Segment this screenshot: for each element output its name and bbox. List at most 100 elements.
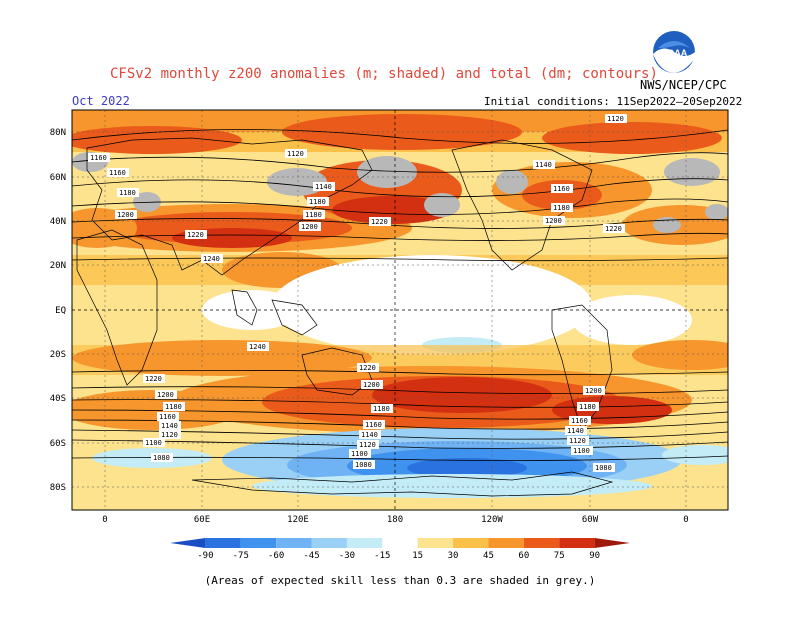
contour-label: 1180 — [307, 197, 329, 206]
contour-label: 1160 — [88, 153, 110, 162]
contour-label: 1220 — [143, 374, 165, 383]
colorbar-swatch — [311, 538, 347, 548]
colorbar-tick-label: -30 — [339, 551, 355, 561]
contour-label: 1200 — [361, 380, 383, 389]
svg-text:1100: 1100 — [573, 447, 590, 455]
svg-text:1200: 1200 — [363, 381, 380, 389]
svg-text:1220: 1220 — [371, 218, 388, 226]
longitude-label: 180 — [387, 515, 403, 525]
colorbar-tick-label: 15 — [412, 551, 423, 561]
contour-label: 1200 — [583, 386, 605, 395]
latitude-label: 40S — [50, 394, 66, 404]
contour-label: 1120 — [357, 440, 379, 449]
svg-text:1200: 1200 — [545, 217, 562, 225]
colorbar-swatch — [559, 538, 595, 548]
colorbar: -90 -75 -60 -45 -30 -15 15 30 45 60 75 90 — [170, 538, 630, 561]
svg-text:1100: 1100 — [145, 439, 162, 447]
contour-label: 1120 — [159, 430, 181, 439]
colorbar-tick-label: -60 — [268, 551, 284, 561]
colorbar-swatch — [346, 538, 383, 548]
svg-text:1220: 1220 — [187, 231, 204, 239]
svg-text:1140: 1140 — [315, 183, 332, 191]
svg-text:1180: 1180 — [373, 405, 390, 413]
colorbar-tick-label: 30 — [448, 551, 459, 561]
latitude-label: 20N — [50, 261, 66, 271]
svg-text:1140: 1140 — [361, 431, 378, 439]
svg-text:1160: 1160 — [159, 413, 176, 421]
svg-text:1180: 1180 — [579, 403, 596, 411]
contour-label: 1080 — [151, 453, 173, 462]
contour-label: 1180 — [163, 402, 185, 411]
contour-label: 1140 — [533, 160, 555, 169]
contour-label: 1240 — [201, 254, 223, 263]
svg-text:1200: 1200 — [301, 223, 318, 231]
contour-label: 1100 — [571, 446, 593, 455]
svg-text:1220: 1220 — [359, 364, 376, 372]
contour-label: 1140 — [313, 182, 335, 191]
latitude-label: 20S — [50, 350, 66, 360]
colorbar-tick-label: 90 — [589, 551, 600, 561]
svg-text:1080: 1080 — [153, 454, 170, 462]
contour-label: 1120 — [567, 436, 589, 445]
contour-label: 1160 — [363, 420, 385, 429]
colorbar-swatch — [205, 538, 241, 548]
longitude-axis: 0 60E 120E 180 120W 60W 0 — [102, 515, 688, 525]
colorbar-tick-label: 45 — [483, 551, 494, 561]
longitude-label: 0 — [102, 515, 107, 525]
svg-text:1180: 1180 — [305, 211, 322, 219]
contour-label: 1180 — [303, 210, 325, 219]
svg-text:1120: 1120 — [359, 441, 376, 449]
colorbar-swatch — [417, 538, 454, 548]
svg-text:1180: 1180 — [553, 204, 570, 212]
colorbar-tick-label: -75 — [233, 551, 249, 561]
anomaly-map: 1120 1120 1140 1140 1160 1160 1180 1180 … — [50, 109, 729, 525]
latitude-label: 60N — [50, 173, 66, 183]
contour-label: 1220 — [603, 224, 625, 233]
latitude-label: 80N — [50, 128, 66, 138]
contour-label: 1080 — [593, 463, 615, 472]
svg-text:1120: 1120 — [161, 431, 178, 439]
latitude-axis: 80N 60N 40N 20N EQ 20S 40S 60S 80S — [50, 128, 66, 493]
svg-text:1120: 1120 — [607, 115, 624, 123]
colorbar-swatch — [382, 538, 418, 548]
skill-footnote: (Areas of expected skill less than 0.3 a… — [204, 574, 596, 587]
contour-label: 1180 — [577, 402, 599, 411]
contour-label: 1140 — [159, 421, 181, 430]
contour-label: 1160 — [157, 412, 179, 421]
latitude-label: EQ — [55, 306, 66, 316]
svg-text:1180: 1180 — [119, 189, 136, 197]
height-contours — [72, 129, 728, 461]
contour-label: 1080 — [353, 460, 375, 469]
contour-label: 1180 — [371, 404, 393, 413]
colorbar-swatch — [488, 538, 524, 548]
colorbar-tick-label: -15 — [374, 551, 390, 561]
svg-text:1160: 1160 — [571, 417, 588, 425]
svg-text:1180: 1180 — [309, 198, 326, 206]
colorbar-swatch — [170, 538, 206, 548]
agency-label: NWS/NCEP/CPC — [640, 78, 727, 92]
contour-label: 1120 — [605, 114, 627, 123]
contour-label: 1120 — [285, 149, 307, 158]
colorbar-swatch — [523, 538, 560, 548]
longitude-label: 0 — [683, 515, 688, 525]
colorbar-swatch — [594, 538, 630, 548]
contour-label-layer: 1120 1120 1140 1140 1160 1160 1180 1180 … — [88, 114, 627, 472]
contour-label: 1200 — [299, 222, 321, 231]
svg-text:1080: 1080 — [355, 461, 372, 469]
colorbar-swatch — [240, 538, 277, 548]
svg-text:1140: 1140 — [567, 427, 584, 435]
svg-text:1160: 1160 — [109, 169, 126, 177]
svg-text:1220: 1220 — [605, 225, 622, 233]
svg-text:1160: 1160 — [90, 154, 107, 162]
colorbar-tick-label: -90 — [197, 551, 213, 561]
svg-text:1240: 1240 — [203, 255, 220, 263]
svg-text:1120: 1120 — [569, 437, 586, 445]
latitude-label: 60S — [50, 439, 66, 449]
forecast-month: Oct 2022 — [72, 94, 130, 108]
contour-label: 1220 — [369, 217, 391, 226]
svg-text:1140: 1140 — [535, 161, 552, 169]
svg-text:1200: 1200 — [117, 211, 134, 219]
svg-text:1240: 1240 — [249, 343, 266, 351]
contour-label: 1180 — [551, 203, 573, 212]
